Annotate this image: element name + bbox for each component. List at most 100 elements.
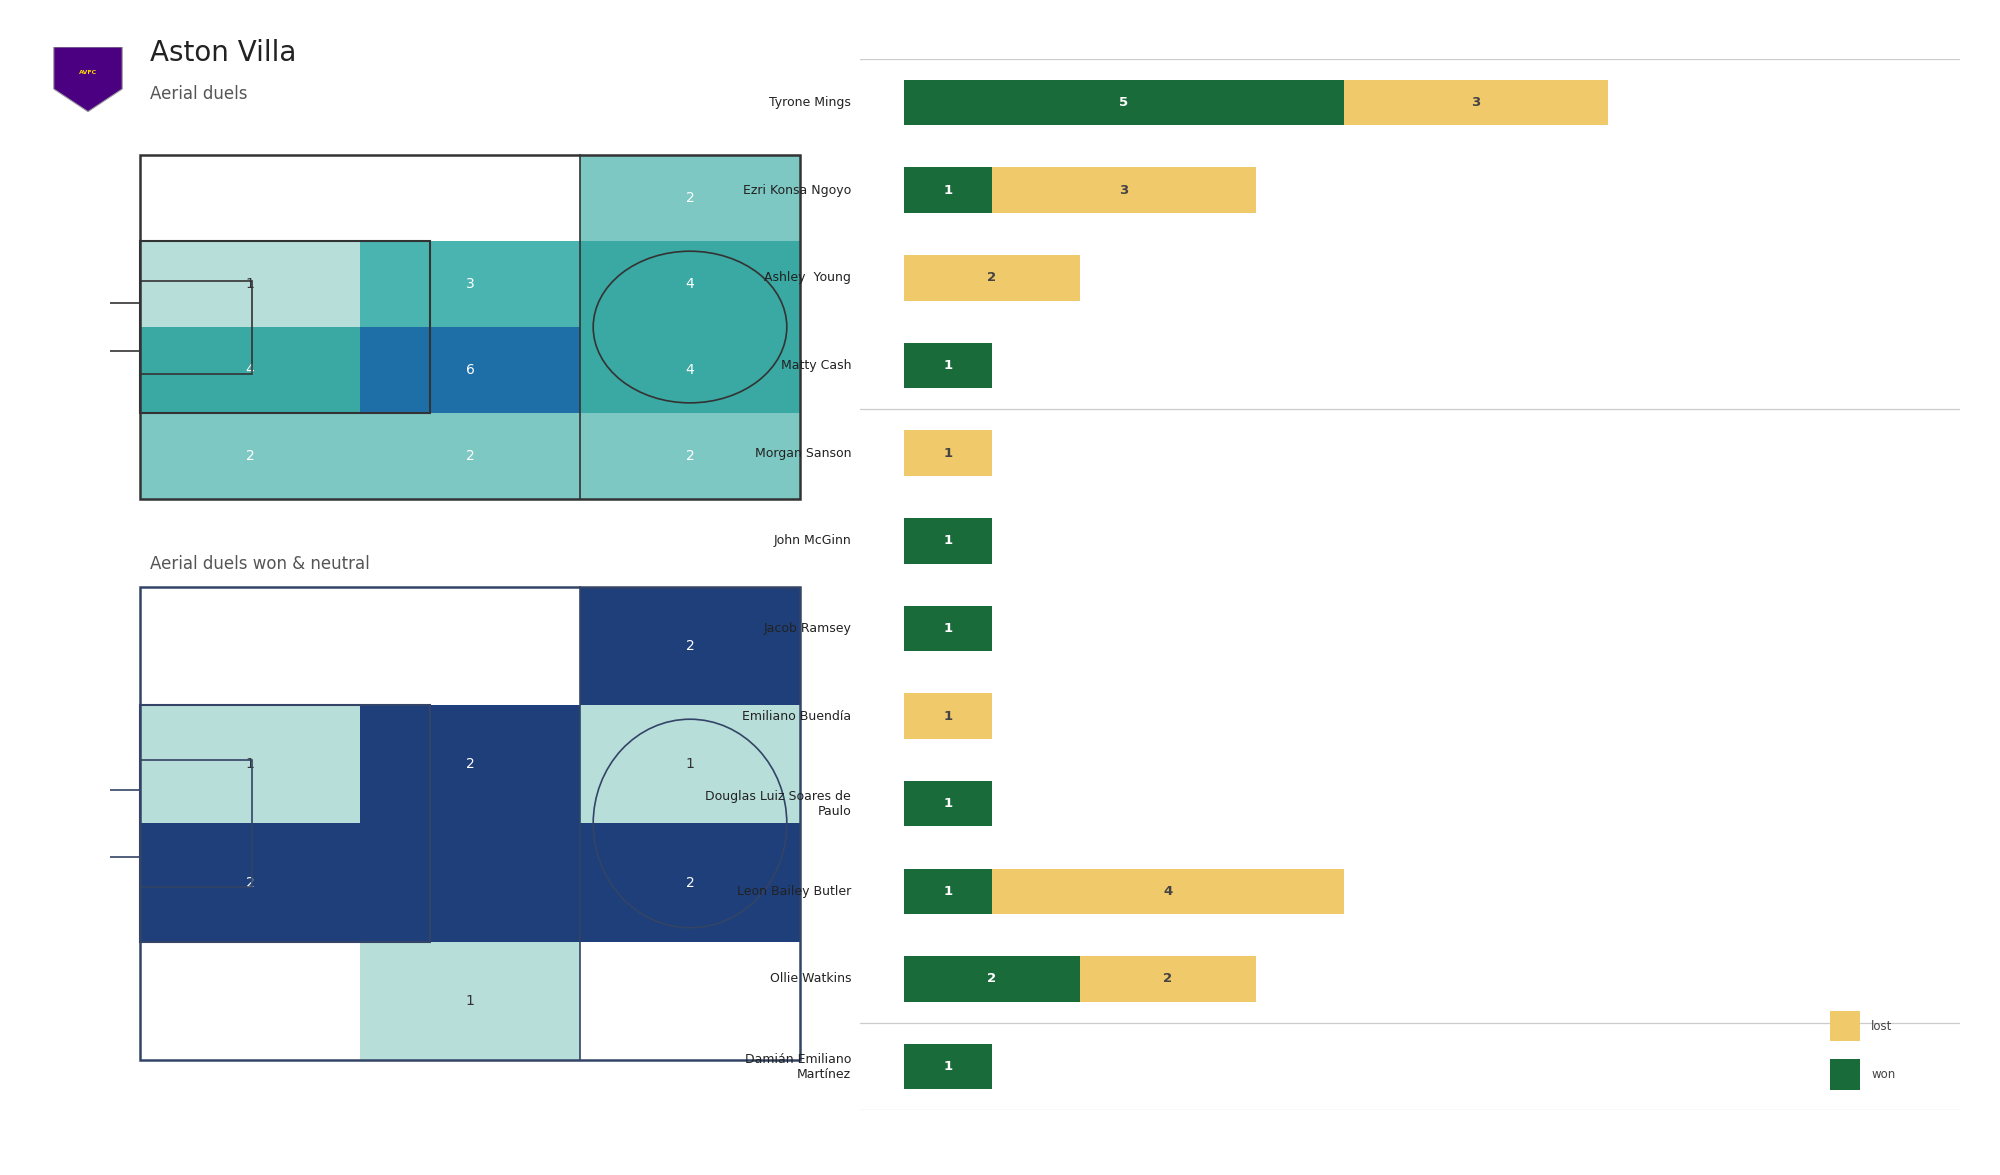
Text: Ezri Konsa Ngoyo: Ezri Konsa Ngoyo: [742, 183, 852, 196]
Bar: [140, 327, 360, 414]
Text: 2: 2: [686, 190, 694, 204]
Text: 1: 1: [944, 622, 952, 634]
Bar: [360, 414, 580, 499]
Text: 1: 1: [944, 885, 952, 898]
Bar: [1830, 1059, 1860, 1090]
Text: 1: 1: [466, 994, 474, 1008]
Text: 6: 6: [466, 363, 474, 377]
Text: lost: lost: [1872, 1020, 1892, 1033]
Bar: [360, 942, 580, 1060]
Bar: [580, 327, 800, 414]
Bar: [140, 759, 252, 887]
Bar: [1830, 1010, 1860, 1041]
Text: Ashley  Young: Ashley Young: [764, 271, 852, 284]
Text: 1: 1: [246, 757, 254, 771]
Text: Douglas Luiz Soares de
Paulo: Douglas Luiz Soares de Paulo: [706, 790, 852, 818]
Text: Ollie Watkins: Ollie Watkins: [770, 973, 852, 986]
Bar: [360, 824, 580, 942]
Text: won: won: [1872, 1068, 1896, 1081]
Text: 2: 2: [246, 449, 254, 463]
Text: 4: 4: [1164, 885, 1172, 898]
Bar: [580, 414, 800, 499]
Bar: [140, 942, 360, 1060]
Text: 1: 1: [944, 183, 952, 196]
Text: 1: 1: [944, 446, 952, 459]
Text: 3: 3: [1472, 96, 1480, 109]
Text: Emiliano Buendía: Emiliano Buendía: [742, 710, 852, 723]
Text: 1: 1: [944, 797, 952, 810]
Bar: [140, 586, 360, 705]
Bar: [140, 155, 360, 241]
Bar: [360, 241, 580, 327]
Text: 2: 2: [466, 449, 474, 463]
Text: Aerial duels won & neutral: Aerial duels won & neutral: [150, 555, 370, 573]
Bar: [100, 791, 140, 857]
Bar: [140, 705, 430, 942]
Text: Aston Villa: Aston Villa: [150, 39, 296, 67]
Bar: [360, 155, 580, 241]
Bar: [580, 942, 800, 1060]
Bar: [140, 414, 360, 499]
Bar: [580, 586, 800, 705]
Text: 2: 2: [988, 973, 996, 986]
Text: 5: 5: [1120, 96, 1128, 109]
Bar: [904, 255, 1080, 301]
Bar: [360, 705, 580, 824]
Bar: [100, 303, 140, 351]
Text: 2: 2: [1164, 973, 1172, 986]
Text: 4: 4: [246, 363, 254, 377]
Text: 2: 2: [246, 875, 254, 889]
Text: 2: 2: [686, 875, 694, 889]
Text: 2: 2: [466, 757, 474, 771]
Bar: [904, 80, 1344, 126]
Bar: [140, 824, 360, 942]
Text: 4: 4: [686, 363, 694, 377]
Bar: [904, 605, 992, 651]
Text: Leon Bailey Butler: Leon Bailey Butler: [736, 885, 852, 898]
Text: Damián Emiliano
Martínez: Damián Emiliano Martínez: [744, 1053, 852, 1081]
Text: Matty Cash: Matty Cash: [780, 360, 852, 372]
Bar: [1080, 956, 1256, 1002]
Text: 2: 2: [988, 271, 996, 284]
Text: 2: 2: [686, 449, 694, 463]
Bar: [904, 430, 992, 476]
Text: 3: 3: [1120, 183, 1128, 196]
Bar: [904, 518, 992, 564]
Bar: [904, 868, 992, 914]
Bar: [904, 1043, 992, 1089]
Bar: [1344, 80, 1608, 126]
Bar: [992, 167, 1256, 213]
Bar: [140, 705, 360, 824]
Text: 1: 1: [686, 757, 694, 771]
Bar: [904, 343, 992, 388]
Text: John McGinn: John McGinn: [774, 535, 852, 548]
Text: Jacob Ramsey: Jacob Ramsey: [764, 622, 852, 634]
Text: 2: 2: [686, 639, 694, 653]
Bar: [904, 956, 1080, 1002]
Text: Morgan Sanson: Morgan Sanson: [754, 446, 852, 459]
Text: Aerial duels: Aerial duels: [150, 85, 248, 103]
Text: 1: 1: [944, 1060, 952, 1073]
Bar: [580, 241, 800, 327]
Bar: [140, 281, 252, 374]
Bar: [140, 241, 430, 414]
Bar: [904, 693, 992, 739]
Text: 1: 1: [944, 710, 952, 723]
Text: 1: 1: [246, 277, 254, 291]
Bar: [360, 327, 580, 414]
Bar: [360, 586, 580, 705]
Bar: [992, 868, 1344, 914]
Bar: [140, 241, 360, 327]
Bar: [904, 167, 992, 213]
Text: 1: 1: [944, 360, 952, 372]
Text: 4: 4: [686, 277, 694, 291]
Polygon shape: [54, 47, 122, 112]
Bar: [580, 155, 800, 241]
Bar: [580, 705, 800, 824]
Text: 1: 1: [944, 535, 952, 548]
Bar: [580, 824, 800, 942]
Text: Tyrone Mings: Tyrone Mings: [770, 96, 852, 109]
Text: 3: 3: [466, 277, 474, 291]
Text: AVFC: AVFC: [78, 70, 98, 75]
Bar: [904, 781, 992, 826]
